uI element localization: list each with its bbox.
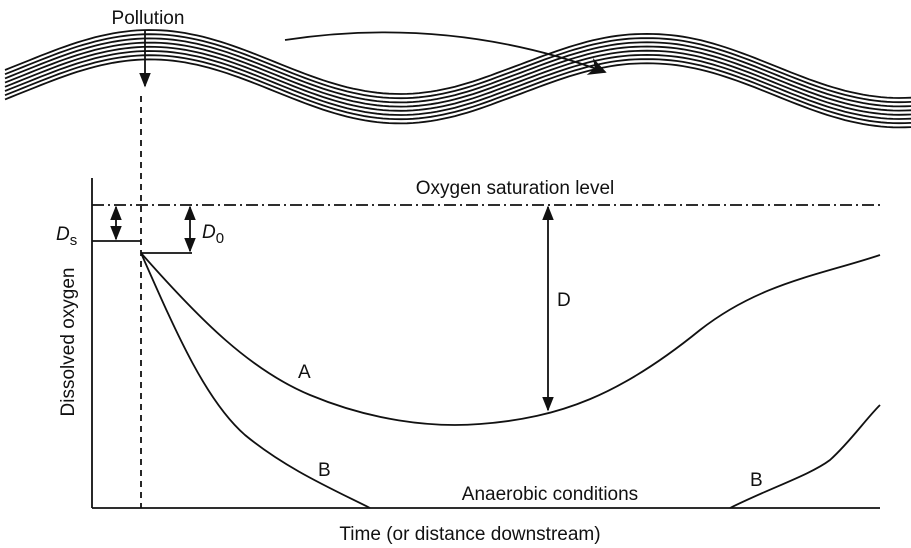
river — [4, 29, 911, 129]
flow-arrow — [284, 31, 607, 75]
curve-a — [140, 252, 881, 426]
anaerobic-label: Anaerobic conditions — [462, 484, 638, 505]
river-line — [4, 58, 911, 129]
ds-label: Ds — [56, 224, 77, 249]
x-axis-label: Time (or distance downstream) — [339, 524, 600, 545]
curve-a-label: A — [298, 362, 311, 383]
ds-main: D — [56, 224, 70, 245]
river-line — [4, 50, 911, 120]
d0-main: D — [202, 222, 216, 243]
pollution-label: Pollution — [112, 8, 185, 29]
d0-label: D0 — [202, 222, 224, 247]
deficit-label: D — [557, 290, 571, 311]
saturation-label: Oxygen saturation level — [416, 178, 615, 199]
curve-b — [140, 252, 371, 509]
curve-b-recovery — [729, 404, 881, 509]
river-line — [4, 45, 911, 116]
ds-sub: s — [70, 232, 78, 249]
river-line — [4, 54, 911, 125]
river-line — [4, 41, 911, 112]
river-line — [4, 33, 911, 104]
curve-b-label: B — [750, 470, 763, 491]
curve-b-label: B — [318, 460, 331, 481]
d0-sub: 0 — [216, 230, 224, 247]
river-line — [4, 29, 911, 99]
y-axis-label: Dissolved oxygen — [58, 268, 79, 417]
river-line — [4, 37, 911, 108]
